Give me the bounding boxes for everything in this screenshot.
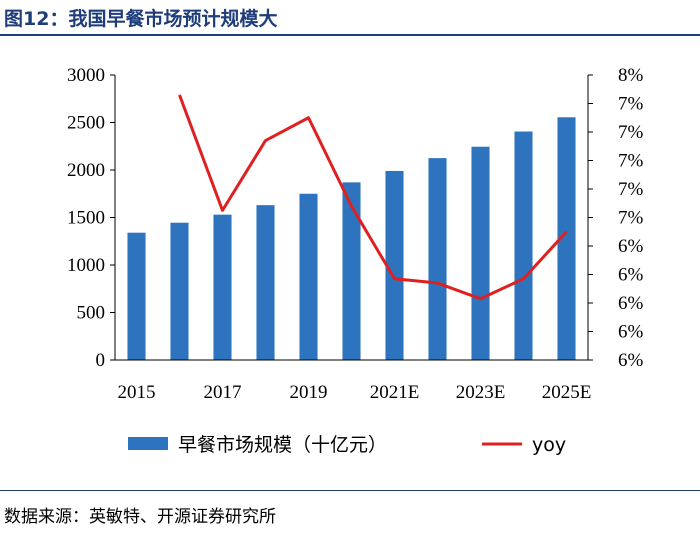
figure-title: 图12：我国早餐市场预计规模大 <box>4 8 278 30</box>
bar-2023E <box>471 146 490 360</box>
legend: 早餐市场规模（十亿元） yoy <box>128 434 566 456</box>
left-tick-label: 0 <box>96 350 106 371</box>
yoy-line <box>178 94 568 301</box>
left-axis-ticks: 0 500 1000 1500 2000 2500 3000 <box>67 65 115 371</box>
left-tick-label: 1000 <box>67 255 105 276</box>
legend-swatch-bar <box>128 437 168 450</box>
right-tick-label: 7% <box>618 151 644 172</box>
x-tick-label: 2015 <box>118 382 156 403</box>
bar-2016 <box>170 222 189 360</box>
bar-2025E <box>557 117 576 361</box>
left-tick-label: 3000 <box>67 65 105 86</box>
x-tick-label: 2019 <box>290 382 328 403</box>
title-rule <box>0 34 700 36</box>
right-tick-label: 6% <box>618 322 644 343</box>
left-tick-label: 2000 <box>67 160 105 181</box>
x-axis-ticks: 2015 2017 2019 2021E 2023E 2025E <box>118 382 592 403</box>
right-tick-label: 6% <box>618 293 644 314</box>
bar-2022E <box>428 158 447 360</box>
bar-2021E <box>385 170 404 360</box>
x-tick-label: 2025E <box>542 382 592 403</box>
chart: 0 500 1000 1500 2000 2500 3000 6% 6% 6% 6% 6% 7% 7% 7… <box>67 65 644 456</box>
right-tick-label: 8% <box>618 65 644 86</box>
bar-2020 <box>342 182 361 360</box>
right-tick-label: 7% <box>618 208 644 229</box>
left-tick-label: 2500 <box>67 113 105 134</box>
bar-2017 <box>213 214 232 360</box>
source-note: 数据来源：英敏特、开源证券研究所 <box>4 507 276 527</box>
right-tick-label: 6% <box>618 265 644 286</box>
x-tick-label: 2023E <box>456 382 506 403</box>
bar-2024E <box>514 131 533 360</box>
right-tick-label: 7% <box>618 94 644 115</box>
bar-series <box>127 117 576 361</box>
right-tick-label: 7% <box>618 122 644 143</box>
right-tick-label: 6% <box>618 236 644 257</box>
legend-label-bar: 早餐市场规模（十亿元） <box>178 434 387 456</box>
legend-label-line: yoy <box>532 434 566 456</box>
right-axis-ticks: 6% 6% 6% 6% 6% 7% 7% 7% 7% 7% 8% <box>588 65 644 371</box>
right-tick-label: 7% <box>618 179 644 200</box>
bar-2015 <box>127 232 146 360</box>
bottom-rule <box>0 490 700 491</box>
right-tick-label: 6% <box>618 350 644 371</box>
left-tick-label: 500 <box>77 303 106 324</box>
bar-2019 <box>299 193 318 360</box>
x-tick-label: 2017 <box>204 382 242 403</box>
yoy-line-series <box>178 94 568 301</box>
left-tick-label: 1500 <box>67 208 105 229</box>
bar-2018 <box>256 205 275 360</box>
x-tick-label: 2021E <box>370 382 420 403</box>
